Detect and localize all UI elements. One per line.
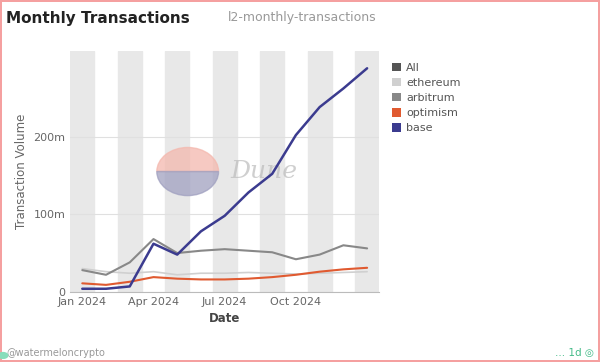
Wedge shape (157, 172, 218, 195)
X-axis label: Date: Date (209, 312, 241, 325)
Text: @watermeloncrypto: @watermeloncrypto (6, 348, 105, 358)
Bar (308, 51, 332, 292)
Y-axis label: Transaction Volume: Transaction Volume (15, 114, 28, 229)
Text: Monthly Transactions: Monthly Transactions (6, 11, 190, 26)
Legend: All, ethereum, arbitrum, optimism, base: All, ethereum, arbitrum, optimism, base (391, 62, 462, 134)
Bar (70, 51, 94, 292)
Bar (355, 51, 379, 292)
Text: Dune: Dune (231, 160, 298, 183)
Bar (260, 51, 284, 292)
Wedge shape (157, 147, 218, 172)
Text: l2-monthly-transactions: l2-monthly-transactions (228, 11, 377, 24)
Bar (166, 51, 189, 292)
Bar (118, 51, 142, 292)
Text: ... 1d ◎: ... 1d ◎ (555, 348, 594, 358)
Bar (213, 51, 236, 292)
